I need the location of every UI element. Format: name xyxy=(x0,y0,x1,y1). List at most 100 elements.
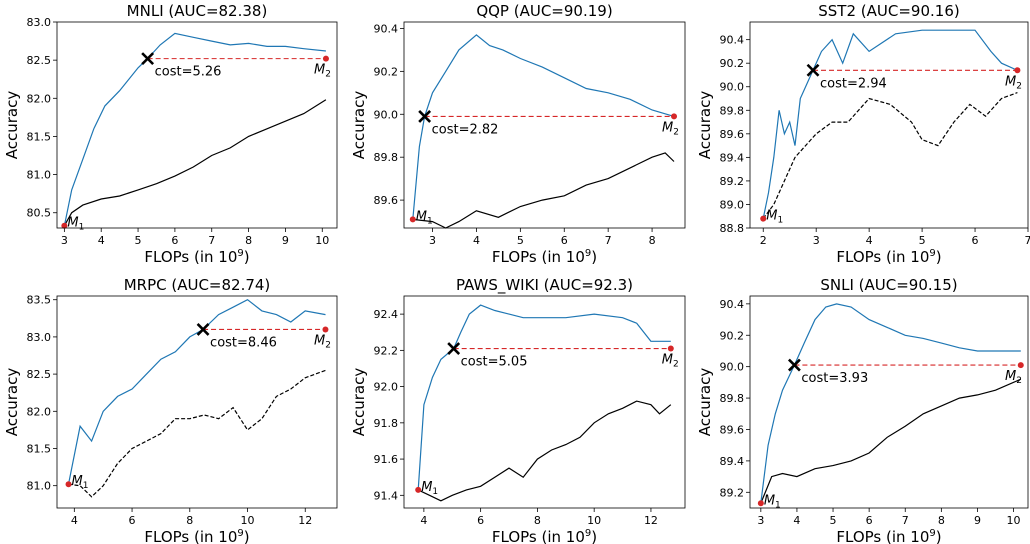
m2-point xyxy=(322,326,329,333)
plot-frame xyxy=(403,21,686,229)
chart-panel-6: SNLI (AUC=90.15)3 4 5 6 7 8 9 1089.289.489.689.… xyxy=(696,276,1029,544)
y-tick-label: 90.0 xyxy=(720,81,745,94)
m2-label-sub: 2 xyxy=(325,70,331,80)
y-tick-label: 88.8 xyxy=(720,222,745,235)
y-tick-label: 91.4 xyxy=(374,489,399,502)
y-tick-label: 89.8 xyxy=(720,392,745,405)
x-tick-label: 4 xyxy=(98,234,105,247)
y-tick-label: 82.5 xyxy=(27,368,52,381)
series-line-bottom xyxy=(412,152,675,229)
x-tick-label: 2 xyxy=(760,234,767,247)
x-tick-label: 6 xyxy=(866,514,873,527)
x-axis-label-exponent: 9 xyxy=(929,248,935,259)
x-tick-label: 8 xyxy=(649,234,656,247)
plot-frame xyxy=(403,295,686,509)
m1-label-sub: 1 xyxy=(775,500,781,510)
chart-title: MRPC (AUC=82.74) xyxy=(124,276,271,294)
x-tick-label: 7 xyxy=(902,514,909,527)
x-axis-label-exponent: 9 xyxy=(237,248,243,259)
y-tick-label: 90.4 xyxy=(720,298,745,311)
m2-label-sub: 2 xyxy=(1016,81,1022,91)
m1-label-sub: 1 xyxy=(432,487,438,497)
x-axis-label: FLOPs (in 109) xyxy=(144,528,249,544)
y-tick-label: 83.5 xyxy=(27,294,52,307)
y-tick-label: 89.2 xyxy=(720,175,745,188)
x-axis-label-main: FLOPs (in 10 xyxy=(492,248,585,266)
y-tick-label: 90.0 xyxy=(374,108,399,121)
y-tick-label: 92.4 xyxy=(374,308,399,321)
x-axis-label-end: ) xyxy=(591,528,597,544)
x-axis-label-end: ) xyxy=(244,528,250,544)
x-tick-label: 12 xyxy=(298,514,312,527)
x-tick-label: 4 xyxy=(71,514,78,527)
m2-point xyxy=(322,55,329,62)
m1-label: M1 xyxy=(67,216,84,233)
x-tick-label: 7 xyxy=(208,234,215,247)
y-tick-label: 91.8 xyxy=(374,417,399,430)
m2-point xyxy=(667,345,674,352)
cost-label: cost=2.94 xyxy=(820,76,887,91)
x-tick-label: 8 xyxy=(186,514,193,527)
y-axis-label: Accuracy xyxy=(696,91,714,160)
m1-point xyxy=(65,481,72,488)
y-axis-label: Accuracy xyxy=(696,368,714,437)
x-axis-label-main: FLOPs (in 10 xyxy=(836,248,929,266)
x-tick-label: 6 xyxy=(561,234,568,247)
series-line-bottom xyxy=(762,92,1018,219)
cost-cross-marker xyxy=(806,63,820,77)
x-tick-label: 4 xyxy=(420,514,427,527)
series-line-bottom xyxy=(63,99,327,226)
m2-label: M2 xyxy=(1005,74,1022,91)
chart-title: QQP (AUC=90.19) xyxy=(476,2,612,20)
m1-label: M1 xyxy=(72,474,89,491)
m1-label: M1 xyxy=(421,480,438,497)
m2-label-main: M xyxy=(1005,369,1016,384)
m2-label: M2 xyxy=(1005,369,1022,386)
x-axis-label: FLOPs (in 109) xyxy=(144,248,249,266)
y-tick-label: 89.6 xyxy=(720,423,745,436)
cost-cross-marker xyxy=(447,342,461,355)
m1-label-sub: 1 xyxy=(427,216,433,226)
plot-frame xyxy=(56,295,338,509)
y-tick-label: 81.0 xyxy=(27,480,52,493)
m1-label-main: M xyxy=(764,493,775,508)
x-tick-label: 10 xyxy=(241,514,255,527)
series-line-top xyxy=(63,32,326,226)
x-axis-label: FLOPs (in 109) xyxy=(836,528,941,544)
y-tick-label: 89.8 xyxy=(720,104,745,117)
m1-point xyxy=(415,486,422,493)
chart-panel-5: PAWS_WIKI (AUC=92.3)4 6 8 10 1291.491.691.89… xyxy=(350,276,686,544)
x-axis-label: FLOPs (in 109) xyxy=(492,528,597,544)
y-tick-label: 83.0 xyxy=(27,16,52,29)
chart-panel-2: QQP (AUC=90.19) 3 4 5 6 7 8 89.6 89.8 90.0 90.2 90.… xyxy=(350,2,686,266)
m1-label-sub: 1 xyxy=(83,481,89,491)
y-axis-label: Accuracy xyxy=(3,91,21,160)
y-axis-label: Accuracy xyxy=(350,91,368,160)
series-line-top xyxy=(412,34,675,220)
y-tick-label: 89.2 xyxy=(720,486,745,499)
m1-label: M1 xyxy=(764,493,781,510)
chart-title: PAWS_WIKI (AUC=92.3) xyxy=(456,276,633,295)
x-axis-label-main: FLOPs (in 10 xyxy=(144,248,237,266)
x-axis-label-exponent: 9 xyxy=(929,528,935,539)
m1-point xyxy=(757,500,764,507)
m1-label: M1 xyxy=(416,209,433,226)
cost-cross-marker xyxy=(787,358,801,372)
y-axis-label: Accuracy xyxy=(3,368,21,437)
m1-point xyxy=(760,215,767,222)
m1-label-main: M xyxy=(416,209,427,224)
x-tick-label: 3 xyxy=(813,234,820,247)
cost-label: cost=5.26 xyxy=(155,65,222,80)
m2-label-sub: 2 xyxy=(673,127,679,137)
cost-cross-marker xyxy=(418,109,432,123)
plot-frame xyxy=(749,295,1029,509)
y-tick-label: 83.0 xyxy=(27,331,52,344)
y-tick-label: 92.2 xyxy=(374,344,399,357)
m2-point xyxy=(1017,362,1024,369)
x-axis-label-exponent: 9 xyxy=(237,528,243,539)
y-tick-label: 89.8 xyxy=(374,151,399,164)
m1-point xyxy=(409,216,416,223)
x-tick-label: 10 xyxy=(1007,514,1021,527)
x-axis-label-exponent: 9 xyxy=(585,248,591,259)
x-axis-label-main: FLOPs (in 10 xyxy=(836,528,929,544)
